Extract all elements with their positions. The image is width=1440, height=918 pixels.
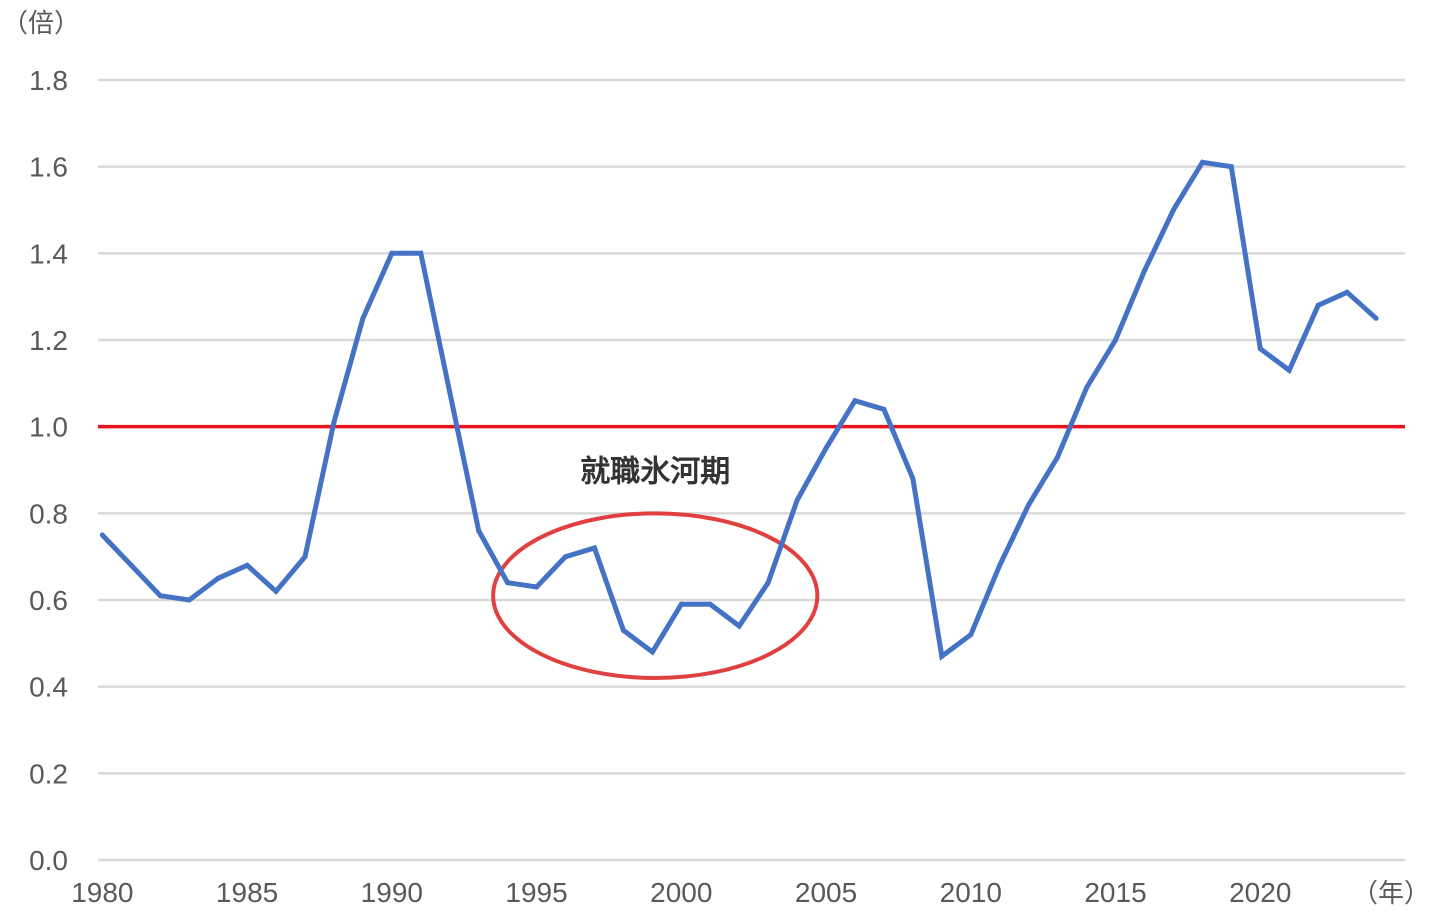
y-tick-label: 1.0 <box>29 412 68 443</box>
data-point <box>910 476 916 482</box>
data-point <box>794 497 800 503</box>
data-point <box>505 580 511 586</box>
y-tick-label: 1.8 <box>29 65 68 96</box>
data-point <box>649 649 655 655</box>
x-tick-label: 2020 <box>1229 877 1291 908</box>
data-point <box>1373 315 1379 321</box>
y-axis-ticks: 0.0 0.2 0.4 0.6 0.8 1.0 1.2 1.4 1.6 1.8 <box>29 65 68 876</box>
data-point <box>128 562 134 568</box>
data-point <box>1315 302 1321 308</box>
x-tick-label: 2010 <box>940 877 1002 908</box>
grid-lines <box>98 78 1405 862</box>
data-point <box>997 562 1003 568</box>
y-tick-label: 1.2 <box>29 325 68 356</box>
data-point <box>563 554 568 560</box>
data-point <box>678 601 684 607</box>
data-point <box>1170 207 1176 213</box>
data-point <box>1026 502 1032 508</box>
data-point <box>534 584 540 590</box>
series-line <box>100 159 1378 661</box>
x-tick-label: 2005 <box>795 877 857 908</box>
y-tick-label: 1.6 <box>29 152 68 183</box>
data-point <box>476 528 482 534</box>
data-point <box>707 601 713 607</box>
data-point <box>331 419 337 425</box>
x-axis-unit-label: （年） <box>1352 879 1430 909</box>
x-tick-label: 2000 <box>650 877 712 908</box>
x-axis-ticks: 1980 1985 1990 1995 2000 2005 2010 2015 2020 <box>71 877 1291 908</box>
data-point <box>302 554 308 560</box>
data-point <box>1199 159 1205 165</box>
data-point <box>157 593 163 599</box>
annotation-ellipse <box>491 511 820 681</box>
data-point <box>418 250 424 256</box>
data-point <box>592 545 597 551</box>
data-point <box>939 653 945 659</box>
data-point <box>1142 268 1147 274</box>
data-point <box>736 623 742 629</box>
data-point <box>620 627 626 633</box>
x-tick-label: 1985 <box>216 877 278 908</box>
y-tick-label: 0.6 <box>29 585 68 616</box>
y-axis-unit-label: （倍） <box>2 9 80 39</box>
data-point <box>1228 164 1234 170</box>
annotation-label: 就職氷河期 <box>580 454 730 489</box>
data-point <box>968 632 974 638</box>
y-tick-label: 1.4 <box>29 238 68 269</box>
x-tick-label: 1980 <box>71 877 133 908</box>
data-point <box>389 250 395 256</box>
data-point <box>186 597 192 603</box>
y-tick-label: 0.4 <box>29 672 68 703</box>
y-tick-label: 0.8 <box>29 498 68 529</box>
data-point <box>244 562 250 568</box>
data-point <box>360 315 366 321</box>
data-point <box>1055 454 1061 460</box>
data-point <box>215 575 221 581</box>
data-point <box>273 588 279 594</box>
data-point <box>1344 289 1350 295</box>
data-point <box>1084 385 1090 391</box>
data-point <box>1257 346 1263 352</box>
data-point <box>447 389 453 395</box>
y-tick-label: 0.2 <box>29 758 68 789</box>
x-tick-label: 1990 <box>361 877 423 908</box>
y-tick-label: 0.0 <box>29 845 68 876</box>
data-point <box>765 580 771 586</box>
data-point <box>1113 337 1118 343</box>
data-point <box>881 406 887 412</box>
series-layer <box>99 159 1379 661</box>
data-point <box>99 532 105 538</box>
data-point <box>1286 367 1292 373</box>
x-tick-label: 2015 <box>1084 877 1146 908</box>
data-point <box>852 398 858 404</box>
data-point <box>823 445 829 451</box>
x-tick-label: 1995 <box>505 877 567 908</box>
